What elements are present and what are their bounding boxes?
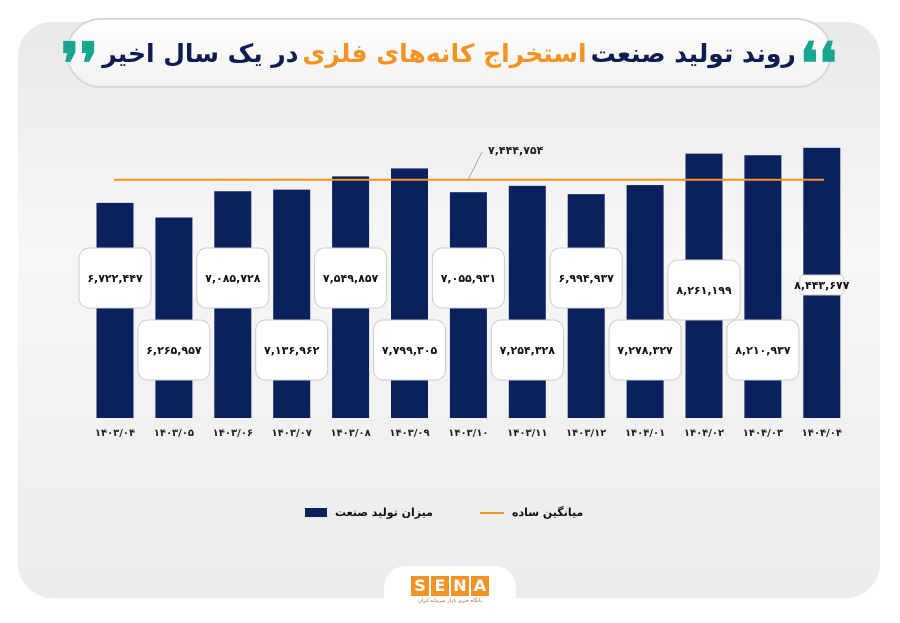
x-tick-label: ۱۴۰۳/۰۷: [272, 428, 312, 439]
data-label-box: [608, 319, 682, 381]
x-tick-label: ۱۴۰۳/۰۹: [389, 428, 429, 439]
x-tick-label: ۱۴۰۴/۰۴: [802, 428, 842, 439]
x-tick-label: ۱۴۰۴/۰۲: [684, 428, 724, 439]
x-tick-label: ۱۴۰۳/۱۱: [507, 428, 547, 439]
data-label: ۷,۲۵۴,۳۲۸: [500, 344, 556, 357]
data-label: ۶,۷۲۲,۴۴۷: [87, 272, 143, 285]
bar: [155, 217, 193, 418]
x-tick-label: ۱۴۰۳/۰۵: [154, 428, 194, 439]
title-part-3: در یک سال اخیر: [102, 38, 299, 68]
data-label-box: [490, 319, 564, 381]
logo-subtitle: پایگاه خبری بازار سرمایه ایران: [418, 598, 482, 604]
data-label: ۷,۵۴۹,۸۵۷: [323, 272, 379, 285]
data-label-box: [255, 319, 329, 381]
legend-average-swatch: [480, 511, 504, 514]
x-tick-label: ۱۴۰۳/۱۲: [566, 428, 606, 439]
legend-production-label: میزان تولید صنعت: [335, 506, 433, 519]
legend-average-label: میانگین ساده: [512, 506, 584, 519]
data-label: ۶,۲۶۵,۹۵۷: [146, 344, 202, 357]
average-label: ۷,۴۴۴,۷۵۴: [488, 144, 544, 157]
legend-production-swatch: [305, 508, 327, 517]
legend-average: میانگین ساده: [480, 506, 583, 519]
data-label: ۶,۹۹۴,۹۳۷: [559, 272, 615, 285]
data-label: ۷,۰۸۵,۷۲۸: [205, 272, 261, 285]
data-label: ۸,۴۴۳,۶۷۷: [794, 279, 850, 292]
data-label: ۷,۲۷۸,۳۲۷: [617, 344, 673, 357]
x-tick-label: ۱۴۰۴/۰۱: [625, 428, 665, 439]
data-label-box: [137, 319, 211, 381]
data-label: ۸,۲۱۰,۹۳۷: [735, 344, 791, 357]
data-label: ۷,۷۹۹,۳۰۵: [382, 344, 438, 357]
bar: [273, 189, 311, 418]
average-leader-line: [467, 151, 483, 180]
data-label-box: [373, 319, 446, 381]
quote-close-icon: ❜❜: [60, 30, 99, 98]
data-label-box: [726, 319, 800, 381]
x-tick-label: ۱۴۰۳/۱۰: [448, 428, 488, 439]
data-label-box: [431, 247, 505, 309]
data-label-box: [196, 247, 270, 309]
data-label-box: [549, 247, 623, 309]
data-label: ۷,۰۵۵,۹۳۱: [441, 272, 496, 285]
data-label-box: [667, 259, 741, 321]
data-label-box: [314, 247, 388, 309]
data-label-box: [799, 274, 845, 296]
bar: [391, 168, 428, 418]
data-label: ۷,۱۳۶,۹۶۲: [264, 344, 320, 357]
bar: [626, 185, 664, 418]
data-label: ۸,۲۶۱,۱۹۹: [676, 284, 732, 297]
x-tick-label: ۱۴۰۳/۰۴: [95, 428, 135, 439]
data-label-box: [78, 247, 152, 309]
x-tick-label: ۱۴۰۳/۰۶: [213, 428, 253, 439]
title-part-2: استخراج کانه‌های فلزی: [302, 38, 587, 68]
title-part-1: روند تولید صنعت: [590, 38, 796, 68]
bar: [508, 185, 546, 418]
bar: [96, 202, 134, 418]
x-tick-label: ۱۴۰۴/۰۳: [743, 428, 783, 439]
x-tick-label: ۱۴۰۳/۰۸: [330, 428, 370, 439]
legend-production: میزان تولید صنعت: [305, 506, 433, 519]
title-banner: ❛❛ روند تولید صنعت استخراج کانه‌های فلزی…: [61, 18, 837, 93]
quote-open-icon: ❛❛: [799, 30, 838, 98]
